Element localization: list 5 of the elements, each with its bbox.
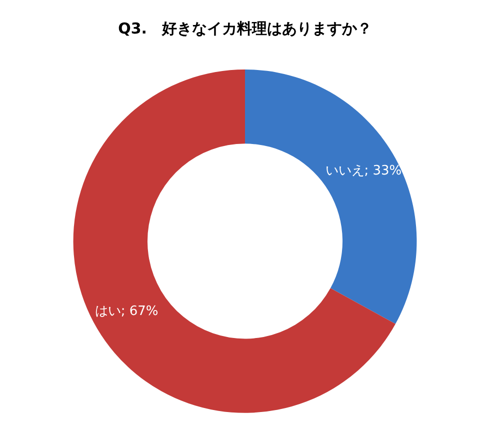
- slice-label: いいえ: [325, 164, 364, 179]
- data-label: ; 33%: [364, 164, 402, 179]
- chart-title: Q3. 好きなイカ料理はありますか？: [118, 20, 372, 38]
- slice-label: はい: [94, 304, 121, 319]
- data-label: ; 67%: [120, 304, 158, 319]
